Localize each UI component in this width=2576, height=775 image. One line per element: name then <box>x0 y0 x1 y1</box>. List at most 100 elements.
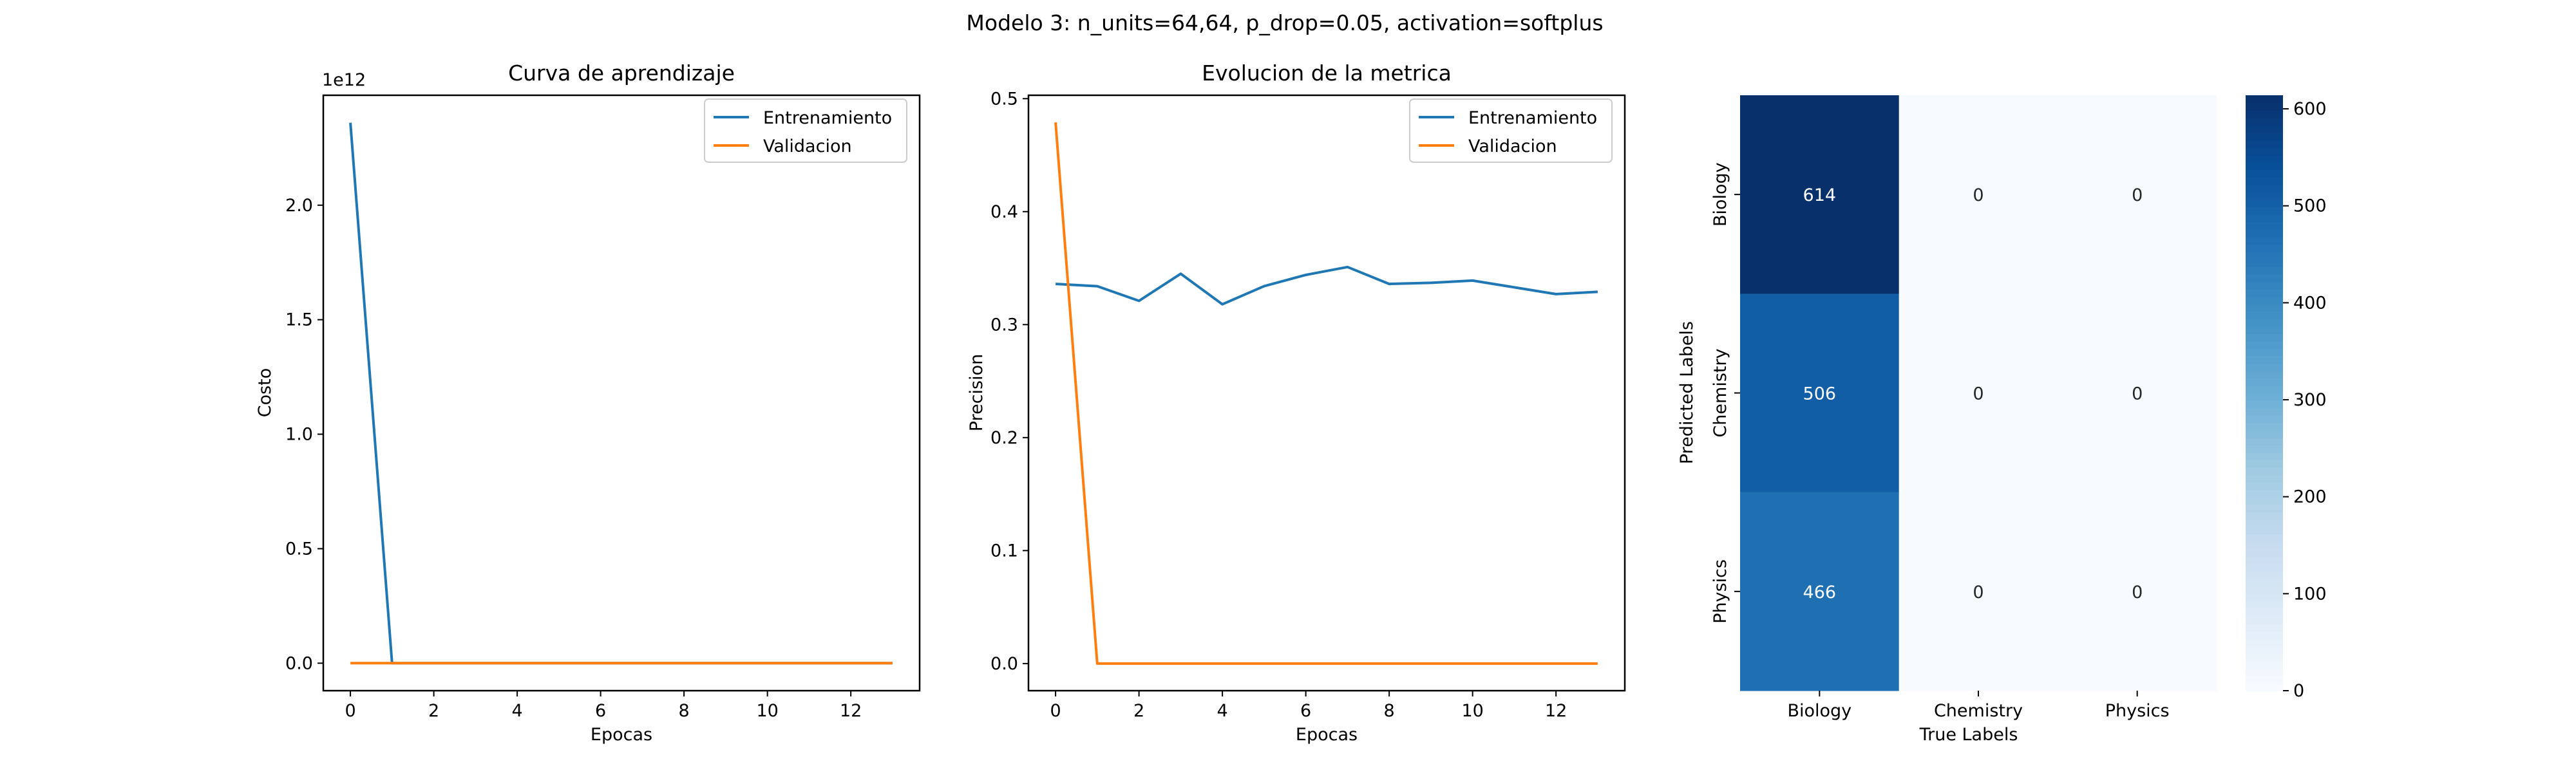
confusion-matrix-xtick-label: Biology <box>1787 701 1852 721</box>
metric-chart-ytick-label: 0.1 <box>990 541 1018 561</box>
confusion-matrix-ytick-label: Biology <box>1710 162 1730 227</box>
colorbar-segment <box>2246 385 2283 394</box>
learning-curve-xtick-label: 12 <box>840 701 862 721</box>
confusion-matrix-ytick-label: Chemistry <box>1710 348 1730 437</box>
confusion-matrix-cell-value: 0 <box>1973 185 1984 205</box>
confusion-matrix-cell-value: 0 <box>1973 583 1984 602</box>
colorbar-segment <box>2246 556 2283 565</box>
colorbar-segment <box>2246 675 2283 684</box>
colorbar-segment <box>2246 616 2283 624</box>
colorbar-segment <box>2246 169 2283 178</box>
colorbar-segment <box>2246 541 2283 550</box>
colorbar-segment <box>2246 534 2283 543</box>
confusion-matrix-xtick-label: Physics <box>2105 701 2170 721</box>
colorbar-segment <box>2246 259 2283 267</box>
metric-chart-lines <box>1054 122 1598 665</box>
colorbar-segment <box>2246 445 2283 453</box>
confusion-matrix-cell-value: 506 <box>1803 384 1837 404</box>
colorbar-segment <box>2246 683 2283 691</box>
colorbar-segment <box>2246 274 2283 282</box>
metric-chart-line-val <box>1054 122 1598 665</box>
colorbar-segment <box>2246 504 2283 513</box>
figure-suptitle: Modelo 3: n_units=64,64, p_drop=0.05, ac… <box>966 10 1603 35</box>
colorbar-segment <box>2246 303 2283 312</box>
colorbar-segment <box>2246 579 2283 587</box>
metric-chart-ytick-label: 0.3 <box>990 315 1018 335</box>
learning-curve-ytick-label: 1.5 <box>285 310 313 330</box>
colorbar-segment <box>2246 512 2283 520</box>
metric-chart-xtick-label: 4 <box>1217 701 1228 721</box>
metric-chart-ticks: 0 2 4 6 8 10 12 0.0 0.1 0.2 0.3 0.4 0.5 <box>990 89 1567 721</box>
colorbar-segment <box>2246 207 2283 215</box>
colorbar-segment <box>2246 460 2283 468</box>
metric-chart-xtick-label: 8 <box>1384 701 1395 721</box>
learning-curve-ylabel: Costo <box>255 368 275 418</box>
colorbar-segment <box>2246 453 2283 461</box>
metric-chart-xtick-label: 0 <box>1050 701 1061 721</box>
confusion-matrix-cell-value: 0 <box>2132 583 2143 602</box>
learning-curve-xtick-label: 2 <box>428 701 439 721</box>
colorbar-segment <box>2246 341 2283 349</box>
colorbar-segment <box>2246 646 2283 654</box>
metric-chart-xtick-label: 12 <box>1545 701 1567 721</box>
colorbar-segment <box>2246 564 2283 572</box>
confusion-matrix-cell-value: 0 <box>2132 185 2143 205</box>
colorbar-tick-label: 500 <box>2293 196 2327 216</box>
colorbar-tick-label: 0 <box>2293 681 2304 701</box>
colorbar-tick-label: 300 <box>2293 390 2327 410</box>
colorbar-segment <box>2246 422 2283 431</box>
metric-chart-line-train <box>1055 265 1598 306</box>
metric-chart-xtick-label: 10 <box>1461 701 1483 721</box>
learning-curve-frame <box>322 94 921 692</box>
confusion-matrix-cells: 614 0 0 506 0 0 466 0 0 <box>1740 95 2217 691</box>
colorbar-segment <box>2246 623 2283 632</box>
learning-curve-ytick-label: 0.5 <box>285 539 313 559</box>
colorbar-segment <box>2246 140 2283 148</box>
metric-chart-xtick-label: 2 <box>1133 701 1144 721</box>
colorbar-segment <box>2246 549 2283 557</box>
confusion-matrix-xtick-label: Chemistry <box>1934 701 2023 721</box>
confusion-matrix-cell-value: 0 <box>1973 384 1984 404</box>
learning-curve-lines <box>349 122 893 665</box>
colorbar-segment <box>2246 474 2283 483</box>
colorbar-segment <box>2246 608 2283 617</box>
colorbar-segment <box>2246 355 2283 364</box>
colorbar-segment <box>2246 311 2283 319</box>
colorbar-segment <box>2246 572 2283 580</box>
colorbar-segment <box>2246 296 2283 304</box>
colorbar-segment <box>2246 482 2283 490</box>
learning-curve-ytick-label: 0.0 <box>285 653 313 673</box>
metric-chart-xtick-label: 6 <box>1300 701 1311 721</box>
learning-curve-offset-text: 1e12 <box>322 70 366 90</box>
confusion-matrix-xlabel: True Labels <box>1919 725 2018 745</box>
confusion-matrix-cell-value: 0 <box>2132 384 2143 404</box>
learning-curve-xtick-label: 4 <box>512 701 523 721</box>
colorbar-segment <box>2246 162 2283 171</box>
confusion-matrix-colorbar: 0 100 200 300 400 500 600 <box>2246 95 2327 701</box>
learning-curve-legend-box <box>704 98 907 163</box>
confusion-matrix-cell <box>1740 492 1900 691</box>
learning-curve-line-train <box>349 122 893 665</box>
colorbar-segment <box>2246 266 2283 275</box>
metric-chart-legend-box <box>1409 98 1613 163</box>
colorbar-segment <box>2246 95 2283 104</box>
confusion-matrix-cell <box>2058 95 2217 294</box>
confusion-matrix-category-labels: Biology Chemistry Physics Biology Chemistry P… <box>1710 162 2170 721</box>
colorbar-segment <box>2246 102 2283 111</box>
colorbar-segment <box>2246 117 2283 126</box>
learning-curve-xtick-label: 0 <box>345 701 355 721</box>
confusion-matrix-ytick-label: Physics <box>1710 559 1730 624</box>
learning-curve-ytick-label: 2.0 <box>285 196 313 216</box>
colorbar-tick-label: 400 <box>2293 293 2327 313</box>
colorbar-segment <box>2246 668 2283 677</box>
confusion-matrix-cell-value: 466 <box>1803 583 1837 602</box>
colorbar-segment <box>2246 593 2283 602</box>
metric-chart: Evolucion de la metrica Epocas Precision… <box>967 61 1626 745</box>
colorbar-segment <box>2246 288 2283 297</box>
learning-curve-legend: Entrenamiento Validacion <box>704 98 907 163</box>
confusion-matrix-cell <box>2058 294 2217 493</box>
colorbar-segment <box>2246 132 2283 141</box>
metric-chart-ytick-label: 0.2 <box>990 428 1018 448</box>
colorbar-segment <box>2246 527 2283 535</box>
